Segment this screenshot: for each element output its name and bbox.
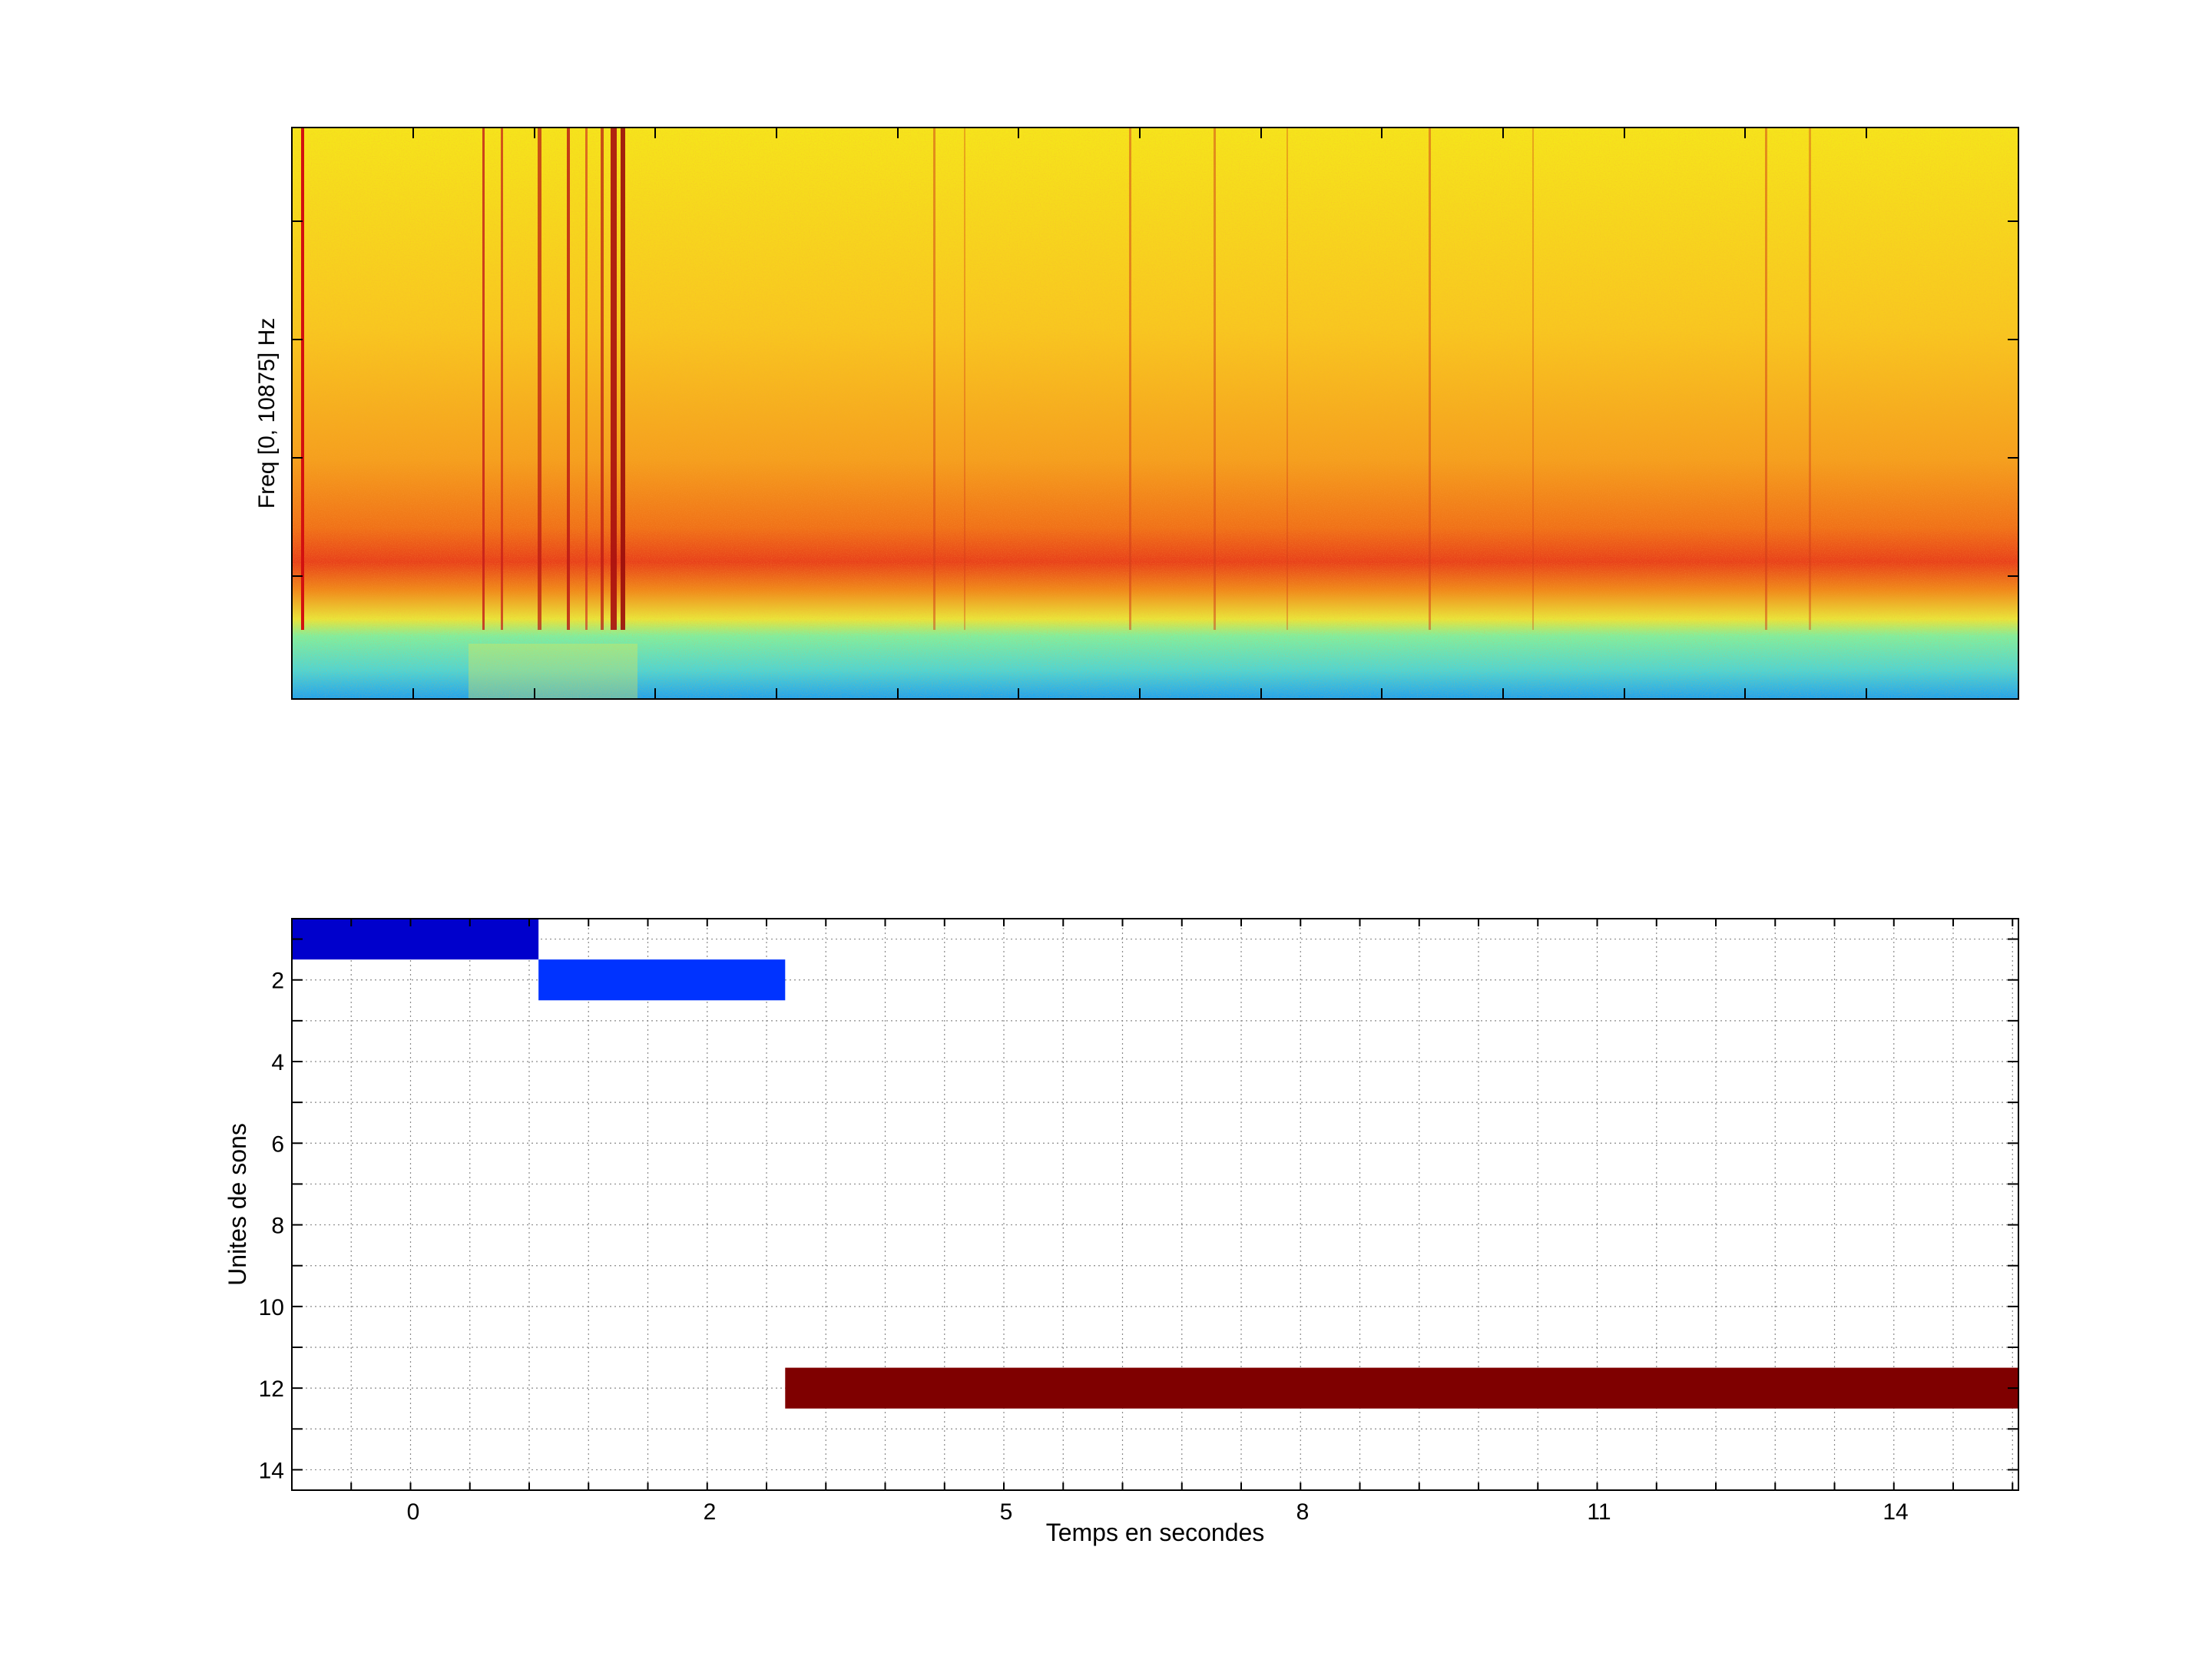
units-ytick-label: 8 <box>271 1214 284 1239</box>
spectrogram-ylabel: Freq [0, 10875] Hz <box>254 318 280 509</box>
spectrogram-streak <box>601 128 604 630</box>
units-segments <box>292 919 2019 1409</box>
spectrogram-streak <box>1286 128 1288 630</box>
units-ytick-label: 4 <box>271 1050 284 1075</box>
units-xlabel: Temps en secondes <box>1046 1519 1265 1546</box>
spectrogram-streak <box>585 128 588 630</box>
units-xtick-label: 8 <box>1296 1499 1310 1525</box>
unit-segment <box>785 1367 2019 1409</box>
units-frame <box>291 918 2019 1491</box>
units-ticks <box>292 919 2018 1490</box>
spectrogram-frame <box>291 127 2019 700</box>
units-xtick-label: 5 <box>1000 1499 1013 1525</box>
spectrogram-streak <box>1129 128 1131 630</box>
spectrogram-streak <box>1809 128 1811 630</box>
spectrogram-streak <box>1765 128 1767 630</box>
spectrogram-streak <box>964 128 965 630</box>
spectrogram-ticks <box>292 128 2018 699</box>
spectrogram-streak <box>501 128 503 630</box>
unit-segment <box>292 919 539 960</box>
spectrogram-streak <box>1214 128 1216 630</box>
spectrogram-streak <box>301 128 304 630</box>
spectrogram-streak <box>933 128 935 630</box>
spectrogram-streak <box>1532 128 1534 630</box>
units-xtick-labels: 0 2 5 8 11 14 <box>407 1499 1909 1525</box>
spectrogram-streak <box>567 128 570 630</box>
units-xtick-label: 14 <box>1883 1499 1908 1525</box>
units-ylabel: Unites de sons <box>224 1123 251 1286</box>
spectrogram-streaks <box>301 128 1811 699</box>
units-ytick-label: 10 <box>259 1295 284 1320</box>
units-xtick-label: 11 <box>1587 1499 1611 1525</box>
spectrogram-low-patch <box>469 644 637 699</box>
spectrogram-streak <box>1429 128 1431 630</box>
spectrogram-streak <box>538 128 541 630</box>
unit-segment <box>538 959 786 1001</box>
units-ytick-label: 12 <box>259 1376 284 1402</box>
units-ytick-label: 2 <box>271 969 284 994</box>
spectrogram-streak <box>482 128 485 630</box>
spectrogram-streak <box>611 128 617 630</box>
units-xtick-label: 2 <box>704 1499 717 1525</box>
units-xtick-label: 0 <box>407 1499 420 1525</box>
units-axes: 2 4 6 8 10 12 14 0 2 5 8 11 14 Temps en secondes Un… <box>224 918 2019 1546</box>
spectrogram-texture <box>292 128 2018 699</box>
units-ytick-labels: 2 4 6 8 10 12 14 <box>259 969 284 1484</box>
spectrogram-streak <box>621 128 625 630</box>
spectrogram-axes: Freq [0, 10875] Hz <box>254 127 2019 700</box>
units-ytick-label: 6 <box>271 1131 284 1157</box>
units-ytick-label: 14 <box>259 1458 284 1483</box>
